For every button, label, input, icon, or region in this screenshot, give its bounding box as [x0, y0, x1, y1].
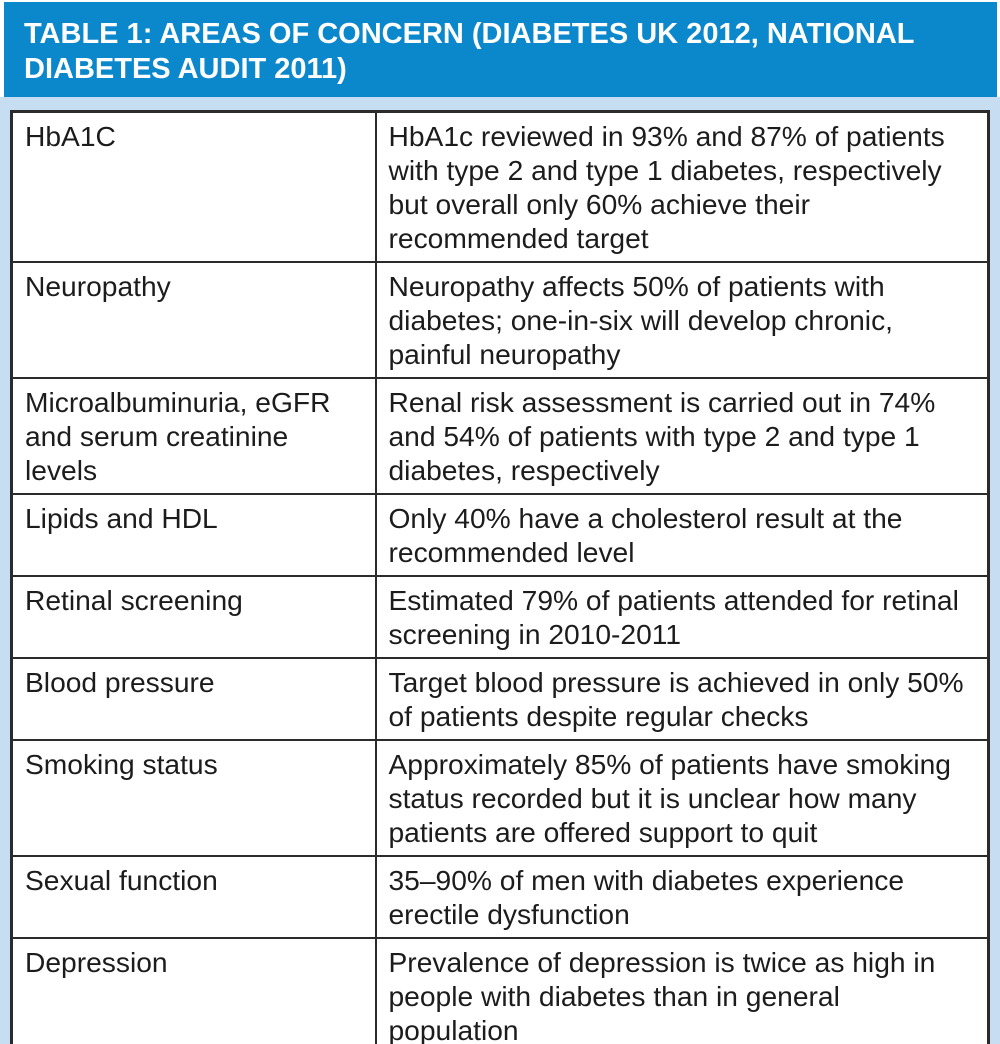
- table-row-hba1c: HbA1C HbA1c reviewed in 93% and 87% of p…: [10, 110, 990, 263]
- detail-cell: Renal risk assessment is carried out in …: [374, 377, 990, 495]
- area-cell: Neuropathy: [10, 261, 377, 379]
- table-row-smoking-status: Smoking status Approximately 85% of pati…: [10, 739, 990, 857]
- detail-cell: Neuropathy affects 50% of patients with …: [374, 261, 990, 379]
- area-cell: Lipids and HDL: [10, 493, 377, 577]
- detail-cell: Approximately 85% of patients have smoki…: [374, 739, 990, 857]
- table-panel: HbA1C HbA1c reviewed in 93% and 87% of p…: [0, 97, 1000, 1044]
- table-row-microalbuminuria: Microalbuminuria, eGFR and serum creatin…: [10, 377, 990, 495]
- area-cell: Sexual function: [10, 855, 377, 939]
- table-row-neuropathy: Neuropathy Neuropathy affects 50% of pat…: [10, 261, 990, 379]
- area-cell: Microalbuminuria, eGFR and serum creatin…: [10, 377, 377, 495]
- detail-cell: 35–90% of men with diabetes experience e…: [374, 855, 990, 939]
- area-cell: HbA1C: [10, 110, 377, 263]
- detail-cell: HbA1c reviewed in 93% and 87% of patient…: [374, 110, 990, 263]
- table-row-lipids: Lipids and HDL Only 40% have a cholester…: [10, 493, 990, 577]
- area-cell: Depression: [10, 937, 377, 1044]
- table-row-sexual-function: Sexual function 35–90% of men with diabe…: [10, 855, 990, 939]
- detail-cell: Target blood pressure is achieved in onl…: [374, 657, 990, 741]
- area-cell: Retinal screening: [10, 575, 377, 659]
- table-row-depression: Depression Prevalence of depression is t…: [10, 937, 990, 1044]
- table-title-bar: TABLE 1: AREAS OF CONCERN (DIABETES UK 2…: [4, 2, 997, 97]
- table-row-retinal-screening: Retinal screening Estimated 79% of patie…: [10, 575, 990, 659]
- table-title: TABLE 1: AREAS OF CONCERN (DIABETES UK 2…: [24, 18, 914, 85]
- area-cell: Blood pressure: [10, 657, 377, 741]
- area-cell: Smoking status: [10, 739, 377, 857]
- areas-of-concern-table: HbA1C HbA1c reviewed in 93% and 87% of p…: [10, 110, 990, 1044]
- table-row-blood-pressure: Blood pressure Target blood pressure is …: [10, 657, 990, 741]
- detail-cell: Prevalence of depression is twice as hig…: [374, 937, 990, 1044]
- detail-cell: Estimated 79% of patients attended for r…: [374, 575, 990, 659]
- detail-cell: Only 40% have a cholesterol result at th…: [374, 493, 990, 577]
